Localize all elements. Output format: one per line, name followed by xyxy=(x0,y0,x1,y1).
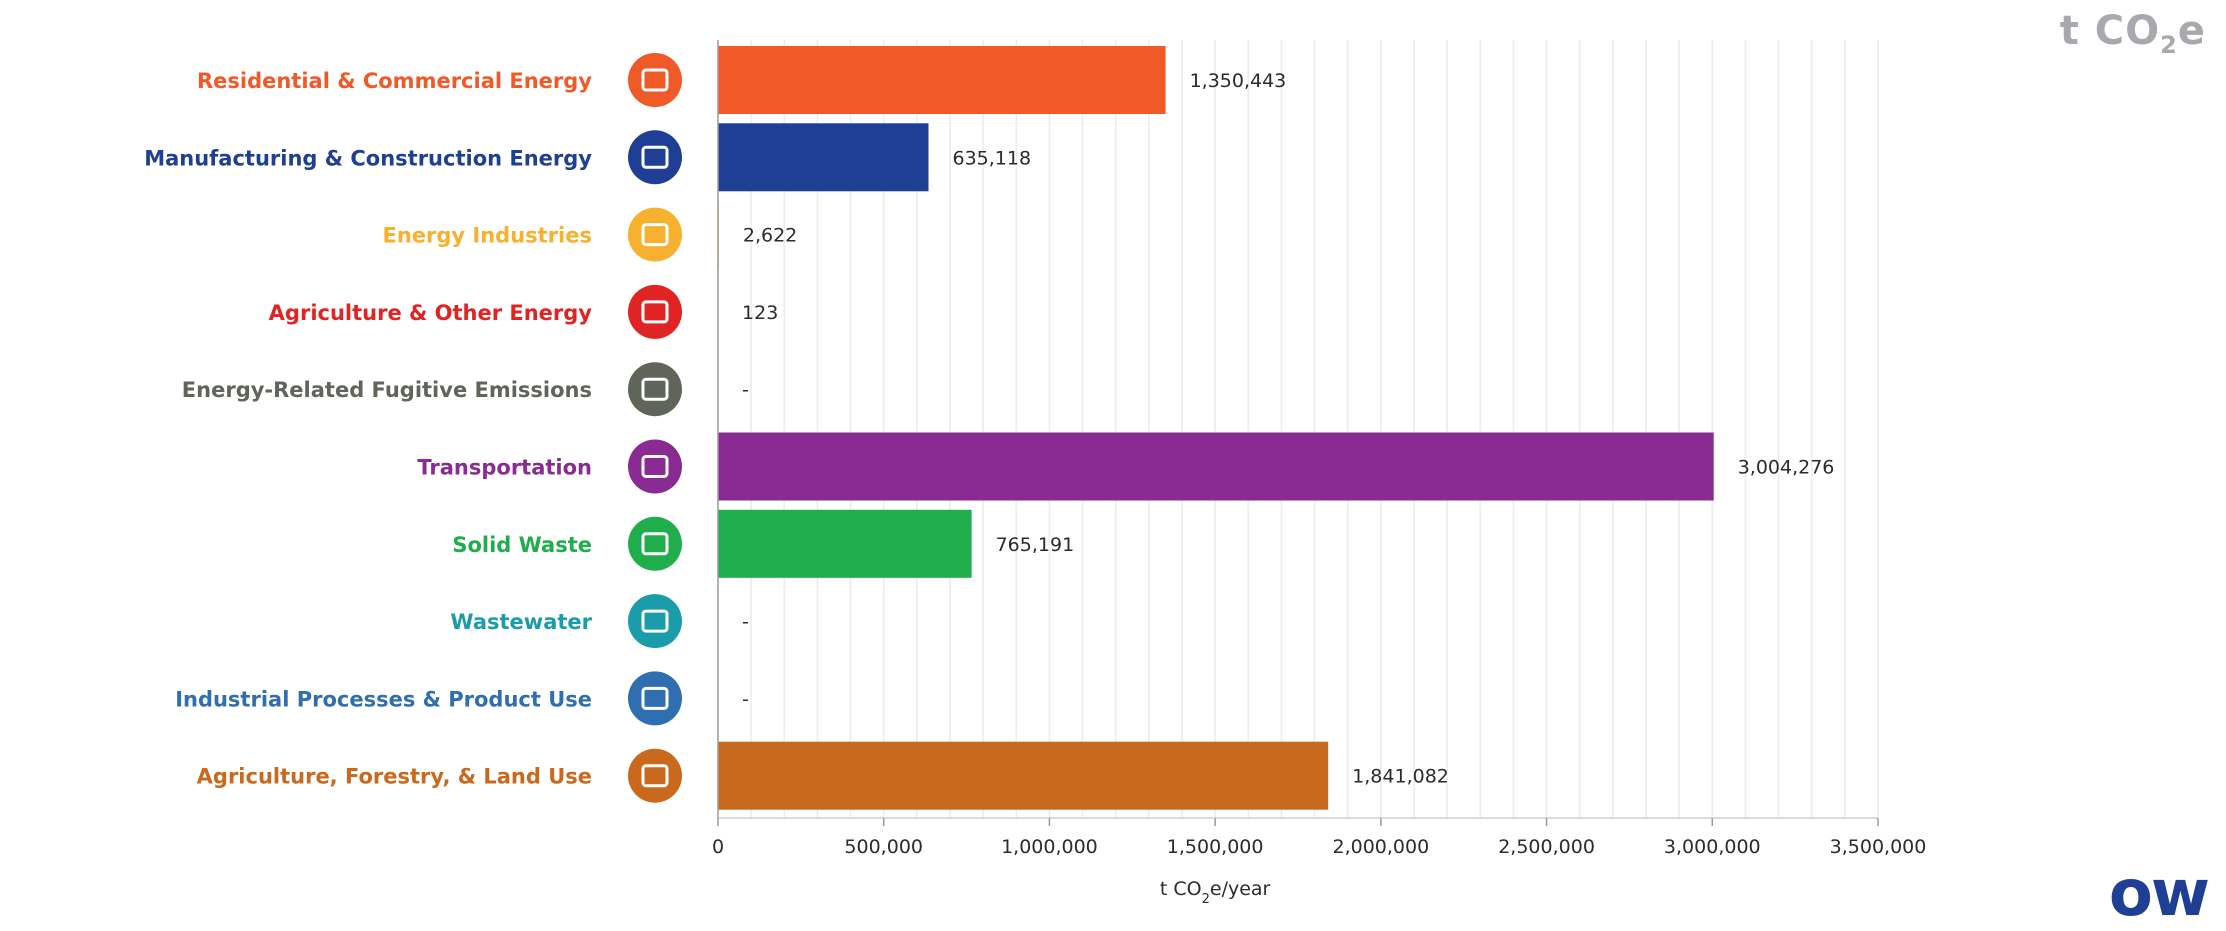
x-tick-label: 2,000,000 xyxy=(1333,836,1430,858)
land-use-icon xyxy=(628,749,682,803)
x-tick-label: 3,500,000 xyxy=(1830,836,1927,858)
value-label: 635,118 xyxy=(952,147,1031,169)
x-tick-label: 1,000,000 xyxy=(1001,836,1098,858)
value-label: 1,841,082 xyxy=(1352,766,1449,788)
category-icons xyxy=(628,53,682,803)
power-plant-icon xyxy=(628,208,682,262)
category-label: Industrial Processes & Product Use xyxy=(175,687,592,711)
value-label: 765,191 xyxy=(996,534,1075,556)
category-label: Manufacturing & Construction Energy xyxy=(144,146,592,170)
category-label: Solid Waste xyxy=(452,533,592,557)
value-label: - xyxy=(742,379,749,401)
x-axis-title: t CO2e/year xyxy=(1160,878,1271,903)
faucet-icon xyxy=(628,594,682,648)
category-label: Energy Industries xyxy=(382,224,592,248)
category-label: Agriculture & Other Energy xyxy=(269,301,593,325)
unit-title-sub: 2 xyxy=(2160,31,2178,59)
emissions-bar-chart: Residential & Commercial Energy Manufactu… xyxy=(0,0,2100,903)
category-label: Residential & Commercial Energy xyxy=(197,69,592,93)
industrial-process-icon xyxy=(628,671,682,725)
x-tick-label: 3,000,000 xyxy=(1664,836,1761,858)
bar xyxy=(718,46,1166,114)
recycle-icon xyxy=(628,517,682,571)
bar xyxy=(718,433,1714,501)
value-label: - xyxy=(742,688,749,710)
category-label: Agriculture, Forestry, & Land Use xyxy=(197,765,592,789)
x-tick-label: 0 xyxy=(712,836,724,858)
value-label: 3,004,276 xyxy=(1738,457,1835,479)
buildings-icon xyxy=(628,53,682,107)
category-label: Transportation xyxy=(417,456,592,480)
category-labels: Residential & Commercial Energy Manufactu… xyxy=(144,69,592,789)
value-label: 1,350,443 xyxy=(1190,70,1287,92)
category-label: Energy-Related Fugitive Emissions xyxy=(182,378,592,402)
value-label: 123 xyxy=(742,302,778,324)
gas-flare-icon xyxy=(628,362,682,416)
logo-mark: ow xyxy=(2109,857,2208,931)
unit-title-tail: e xyxy=(2178,8,2206,54)
value-label: 2,622 xyxy=(743,225,797,247)
factory-icon xyxy=(628,130,682,184)
farm-field-icon xyxy=(628,285,682,339)
bar xyxy=(718,742,1328,810)
bar xyxy=(718,510,972,578)
value-label: - xyxy=(742,611,749,633)
bus-icon xyxy=(628,440,682,494)
x-tick-label: 500,000 xyxy=(844,836,923,858)
bar xyxy=(718,123,928,191)
x-tick-label: 1,500,000 xyxy=(1167,836,1264,858)
x-tick-label: 2,500,000 xyxy=(1498,836,1595,858)
category-label: Wastewater xyxy=(450,610,592,634)
